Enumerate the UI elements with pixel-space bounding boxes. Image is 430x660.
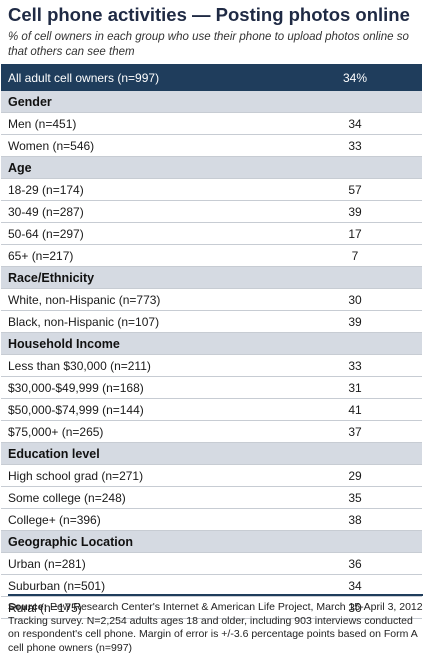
row-value: 57 [288,178,422,201]
table-row: Less than $30,000 (n=211) 33 [1,354,422,377]
table-row: White, non-Hispanic (n=773) 30 [1,288,422,311]
row-value: 34 [288,574,422,597]
row-label: Men (n=451) [1,112,288,135]
table-row: Urban (n=281) 36 [1,552,422,575]
row-label: High school grad (n=271) [1,464,288,487]
row-label: $50,000-$74,999 (n=144) [1,398,288,421]
row-value: 41 [288,398,422,421]
table-row: 65+ (n=217) 7 [1,244,422,267]
row-value: 37 [288,420,422,443]
row-value: 35 [288,486,422,509]
table-row: High school grad (n=271) 29 [1,464,422,487]
section-header: Education level [1,442,422,465]
table-row: $50,000-$74,999 (n=144) 41 [1,398,422,421]
source-note: Source: Pew Research Center's Internet &… [8,594,423,655]
row-value: 30 [288,288,422,311]
row-label: $75,000+ (n=265) [1,420,288,443]
row-label: 65+ (n=217) [1,244,288,267]
table-row: $30,000-$49,999 (n=168) 31 [1,376,422,399]
row-value: 36 [288,552,422,575]
table-row: Black, non-Hispanic (n=107) 39 [1,310,422,333]
row-value: 39 [288,200,422,223]
row-value: 39 [288,310,422,333]
data-table: All adult cell owners (n=997) 34% Gender… [1,64,422,619]
row-value: 34 [288,112,422,135]
source-label: Source: [8,601,48,613]
section-heading: Age [1,156,422,179]
table-row: College+ (n=396) 38 [1,508,422,531]
section-heading: Race/Ethnicity [1,266,422,289]
row-label: Suburban (n=501) [1,574,288,597]
section-heading: Household Income [1,332,422,355]
total-label: All adult cell owners (n=997) [1,64,288,91]
source-text: Pew Research Center's Internet & America… [8,601,423,654]
section-header: Race/Ethnicity [1,266,422,289]
row-label: 50-64 (n=297) [1,222,288,245]
row-label: White, non-Hispanic (n=773) [1,288,288,311]
section-header: Household Income [1,332,422,355]
table-row: Rural (n=175) 30 [1,596,422,619]
row-label: 18-29 (n=174) [1,178,288,201]
table-row: Suburban (n=501) 34 [1,574,422,597]
row-value: 29 [288,464,422,487]
table-row: Some college (n=248) 35 [1,486,422,509]
row-value: 31 [288,376,422,399]
row-value: 17 [288,222,422,245]
table-row: $75,000+ (n=265) 37 [1,420,422,443]
row-label: Less than $30,000 (n=211) [1,354,288,377]
row-label: 30-49 (n=287) [1,200,288,223]
table-row: 18-29 (n=174) 57 [1,178,422,201]
row-value: 33 [288,354,422,377]
total-row: All adult cell owners (n=997) 34% [1,64,422,91]
row-label: Rural (n=175) [1,596,288,619]
section-heading: Gender [1,91,422,113]
row-label: College+ (n=396) [1,508,288,531]
row-label: Black, non-Hispanic (n=107) [1,310,288,333]
row-label: Women (n=546) [1,134,288,157]
table-row: 50-64 (n=297) 17 [1,222,422,245]
section-header: Age [1,156,422,179]
section-heading: Education level [1,442,422,465]
row-value: 30 [288,596,422,619]
page-title: Cell phone activities — Posting photos o… [8,4,410,25]
row-value: 7 [288,244,422,267]
section-heading: Geographic Location [1,530,422,553]
row-value: 33 [288,134,422,157]
section-header: Geographic Location [1,530,422,553]
table-row: Women (n=546) 33 [1,134,422,157]
table-row: 30-49 (n=287) 39 [1,200,422,223]
total-value: 34% [288,64,422,91]
row-label: Urban (n=281) [1,552,288,575]
row-label: Some college (n=248) [1,486,288,509]
section-header: Gender [1,91,422,113]
subtitle: % of cell owners in each group who use t… [8,31,409,58]
table-row: Men (n=451) 34 [1,112,422,135]
row-label: $30,000-$49,999 (n=168) [1,376,288,399]
row-value: 38 [288,508,422,531]
